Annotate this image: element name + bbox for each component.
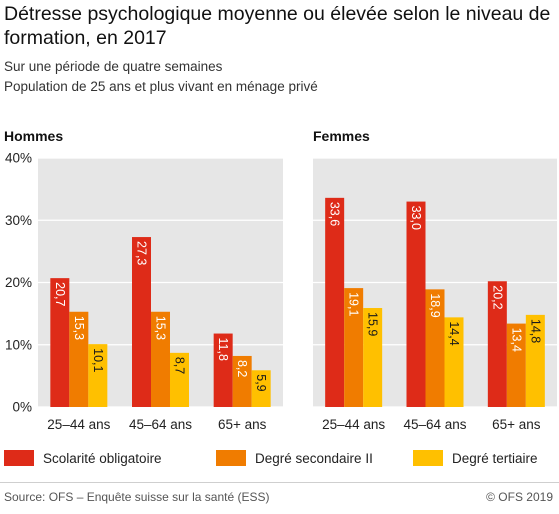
- bar-hommes-1-1: [151, 311, 170, 407]
- value-label-femmes-0-2: 15,9: [366, 312, 380, 336]
- category-label-hommes-2: 65+ ans: [218, 417, 267, 432]
- legend-swatch-orange: [216, 450, 246, 466]
- subtitle-line-population: Population de 25 ans et plus vivant en m…: [4, 79, 318, 94]
- bar-femmes-2-0: [487, 281, 507, 407]
- bar-femmes-0-2: [363, 308, 383, 407]
- bar-hommes-1-0: [132, 237, 151, 407]
- value-label-hommes-0-1: 15,3: [72, 316, 86, 340]
- legend-label-scolarite: Scolarité obligatoire: [43, 450, 162, 466]
- legend-swatch-yellow: [413, 450, 443, 466]
- footer-copyright: © OFS 2019: [486, 490, 553, 504]
- value-label-femmes-1-0: 33,0: [409, 206, 423, 230]
- value-label-femmes-2-1: 13,4: [509, 328, 523, 352]
- bar-hommes-0-1: [69, 311, 89, 407]
- legend-item-tertiaire: Degré tertiaire: [413, 446, 538, 470]
- legend-label-secondaire: Degré secondaire II: [255, 450, 373, 466]
- value-label-hommes-2-2: 5,9: [254, 374, 268, 391]
- value-label-hommes-1-2: 8,7: [173, 357, 187, 374]
- chart-title: Détresse psychologique moyenne ou élevée…: [4, 3, 551, 49]
- category-label-femmes-2: 65+ ans: [492, 417, 541, 432]
- value-label-hommes-0-2: 10,1: [91, 348, 105, 372]
- y-tick-label-0: 0%: [12, 400, 32, 415]
- bar-hommes-2-1: [232, 355, 252, 407]
- value-label-hommes-2-1: 8,2: [235, 360, 249, 377]
- value-label-hommes-0-0: 20,7: [53, 282, 67, 306]
- panel-title-femmes: Femmes: [313, 128, 370, 144]
- bar-femmes-2-2: [525, 314, 545, 407]
- bar-hommes-0-0: [50, 278, 70, 407]
- y-tick-label-3: 30%: [5, 213, 32, 228]
- y-tick-label-4: 40%: [5, 151, 32, 166]
- bar-hommes-2-2: [251, 370, 271, 407]
- value-label-femmes-2-0: 20,2: [490, 285, 504, 309]
- footer-source: Source: OFS – Enquête suisse sur la sant…: [4, 490, 270, 504]
- bar-femmes-0-0: [325, 197, 345, 407]
- bar-hommes-0-2: [88, 344, 108, 407]
- bar-femmes-1-0: [406, 201, 426, 407]
- legend-item-secondaire: Degré secondaire II: [216, 446, 373, 470]
- value-label-femmes-1-1: 18,9: [428, 293, 442, 317]
- value-label-femmes-0-1: 19,1: [347, 292, 361, 316]
- value-label-femmes-0-0: 33,6: [328, 202, 342, 226]
- y-tick-label-1: 10%: [5, 337, 32, 352]
- category-label-hommes-0: 25–44 ans: [47, 417, 110, 432]
- value-label-hommes-1-1: 15,3: [154, 316, 168, 340]
- chart-subtitle: Sur une période de quatre semaines Popul…: [4, 57, 555, 97]
- bar-hommes-2-0: [213, 333, 233, 407]
- subtitle-line-period: Sur une période de quatre semaines: [4, 59, 223, 74]
- bar-femmes-1-1: [425, 289, 445, 407]
- value-label-femmes-1-2: 14,4: [447, 321, 461, 345]
- grouped-bar-chart: 20,7 15,3 10,1 25–44 ans 27,3 15,3 8,7 45–64 an…: [5, 151, 557, 432]
- category-label-femmes-1: 45–64 ans: [403, 417, 466, 432]
- bar-femmes-2-1: [506, 323, 526, 407]
- category-label-femmes-0: 25–44 ans: [322, 417, 385, 432]
- value-label-hommes-1-0: 27,3: [135, 241, 149, 265]
- category-label-hommes-1: 45–64 ans: [129, 417, 192, 432]
- legend-label-tertiaire: Degré tertiaire: [452, 450, 538, 466]
- bar-femmes-0-1: [344, 288, 364, 407]
- footer-divider: [0, 482, 559, 483]
- bar-femmes-1-2: [444, 317, 464, 407]
- value-label-hommes-2-0: 11,8: [216, 338, 230, 361]
- bar-hommes-1-2: [170, 352, 189, 407]
- panel-title-hommes: Hommes: [4, 128, 64, 144]
- value-label-femmes-2-2: 14,8: [528, 319, 542, 343]
- legend-item-scolarite: Scolarité obligatoire: [4, 446, 162, 470]
- chart-legend: Scolarité obligatoire Degré secondaire I…: [0, 446, 559, 470]
- y-tick-label-2: 20%: [5, 275, 32, 290]
- legend-swatch-red: [4, 450, 34, 466]
